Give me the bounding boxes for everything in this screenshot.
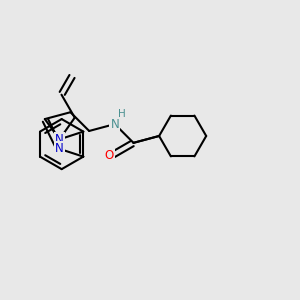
Text: H: H bbox=[118, 109, 126, 119]
Text: O: O bbox=[104, 149, 113, 162]
Text: N: N bbox=[55, 133, 64, 146]
Text: N: N bbox=[55, 142, 64, 155]
Text: N: N bbox=[110, 118, 119, 130]
